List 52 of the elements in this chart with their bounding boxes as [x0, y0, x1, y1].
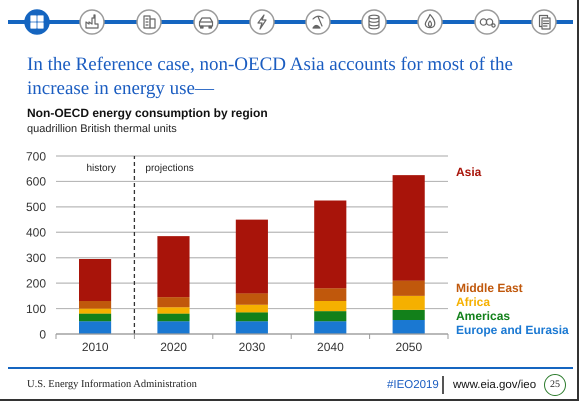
bar	[392, 320, 425, 334]
chart-title: In the Reference case, non-OECD Asia accounts for most of the increase in energy use—	[27, 53, 514, 101]
bar	[314, 300, 346, 312]
text: www.eia.gov/ieo	[453, 378, 536, 392]
bar	[157, 307, 190, 314]
text: #IEO2019	[387, 378, 439, 392]
bar	[79, 308, 112, 314]
bar	[157, 297, 190, 308]
bar	[314, 200, 346, 288]
bar	[236, 321, 268, 334]
text: Asia	[456, 165, 482, 180]
y-tick-label: 200	[26, 276, 46, 290]
bar	[79, 258, 112, 301]
chart-subtitle: Non-OECD energy consumption by region	[27, 106, 268, 120]
annotation: history	[86, 162, 116, 176]
x-tick-label: 2050	[395, 340, 422, 354]
bar	[314, 321, 346, 334]
bar	[392, 296, 425, 310]
bar	[79, 300, 112, 309]
bar	[157, 314, 190, 322]
bar	[314, 288, 346, 301]
text: Europe and Eurasia	[456, 323, 569, 337]
x-tick-label: 2040	[317, 340, 344, 354]
bar	[314, 311, 346, 322]
x-tick-label: 2010	[82, 340, 109, 354]
text: Africa	[456, 295, 490, 309]
y-tick-label: 500	[26, 200, 46, 214]
annotation: projections	[145, 162, 194, 176]
y-tick-label: 300	[26, 250, 46, 265]
bar	[79, 321, 112, 334]
bar	[236, 220, 268, 294]
text: U.S. Energy Information Administration	[27, 378, 197, 392]
text: 25	[550, 378, 560, 392]
bar	[157, 321, 190, 334]
y-tick-label: 0	[39, 327, 46, 342]
bar	[392, 310, 425, 320]
bar	[392, 175, 425, 281]
y-tick-label: 400	[26, 226, 46, 240]
y-tick-label: 100	[26, 302, 46, 316]
bar	[157, 236, 190, 298]
x-tick-label: 2020	[160, 340, 188, 354]
bar	[79, 314, 112, 322]
bar	[236, 304, 268, 312]
y-tick-label: 600	[26, 174, 46, 189]
bar	[236, 312, 268, 322]
bar	[392, 280, 425, 296]
text: Americas	[456, 309, 510, 323]
bar	[236, 293, 268, 305]
y-tick-label: 700	[26, 149, 46, 164]
y-axis-title: quadrillion British thermal units	[27, 122, 177, 136]
text: Middle East	[456, 281, 523, 295]
x-tick-label: 2030	[238, 340, 266, 354]
